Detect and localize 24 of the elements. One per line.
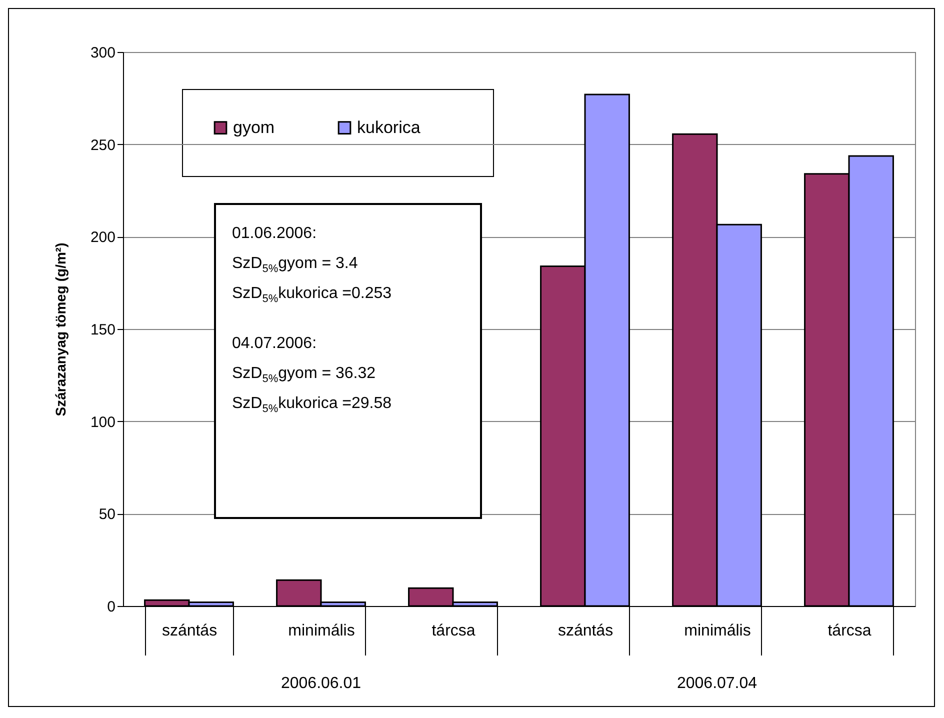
legend-label: gyom	[233, 118, 275, 137]
annotation: SzD$_{5%}$kukorica =0.253	[232, 284, 393, 308]
annotation: 01.06.2006:	[232, 224, 318, 244]
x-tick-label: szántás	[558, 622, 614, 640]
x-tick-label: tárcsa	[828, 622, 872, 640]
y-tick-label: 150	[90, 322, 116, 338]
y-tick-label: 200	[90, 229, 116, 246]
annotation: SzD$_{5%}$gyom = 36.32	[232, 364, 377, 388]
legend-label: kukorica	[357, 118, 421, 137]
x-tick-label: minimális	[288, 622, 355, 640]
y-tick-label: 50	[98, 506, 116, 524]
x-tick-label: tárcsa	[432, 622, 476, 640]
annotation: SzD$_{5%}$gyom = 3.4	[232, 254, 359, 278]
annotation: SzD$_{5%}$kukorica =29.58	[232, 394, 393, 418]
annotation: 04.07.2006:	[232, 334, 318, 354]
x-tick-label: szántás	[162, 622, 218, 640]
y-tick-label: 100	[90, 414, 116, 431]
y-axis-title: Szárazanyag tömeg (g/m²)	[52, 242, 68, 416]
x-tick-label: minimális	[684, 622, 751, 640]
text: 2006.06.01	[280, 675, 362, 692]
y-tick-label: 0	[107, 598, 116, 616]
text: 2006.07.04	[676, 675, 758, 692]
y-tick-label: 300	[90, 44, 116, 62]
y-tick-label: 250	[90, 136, 116, 154]
